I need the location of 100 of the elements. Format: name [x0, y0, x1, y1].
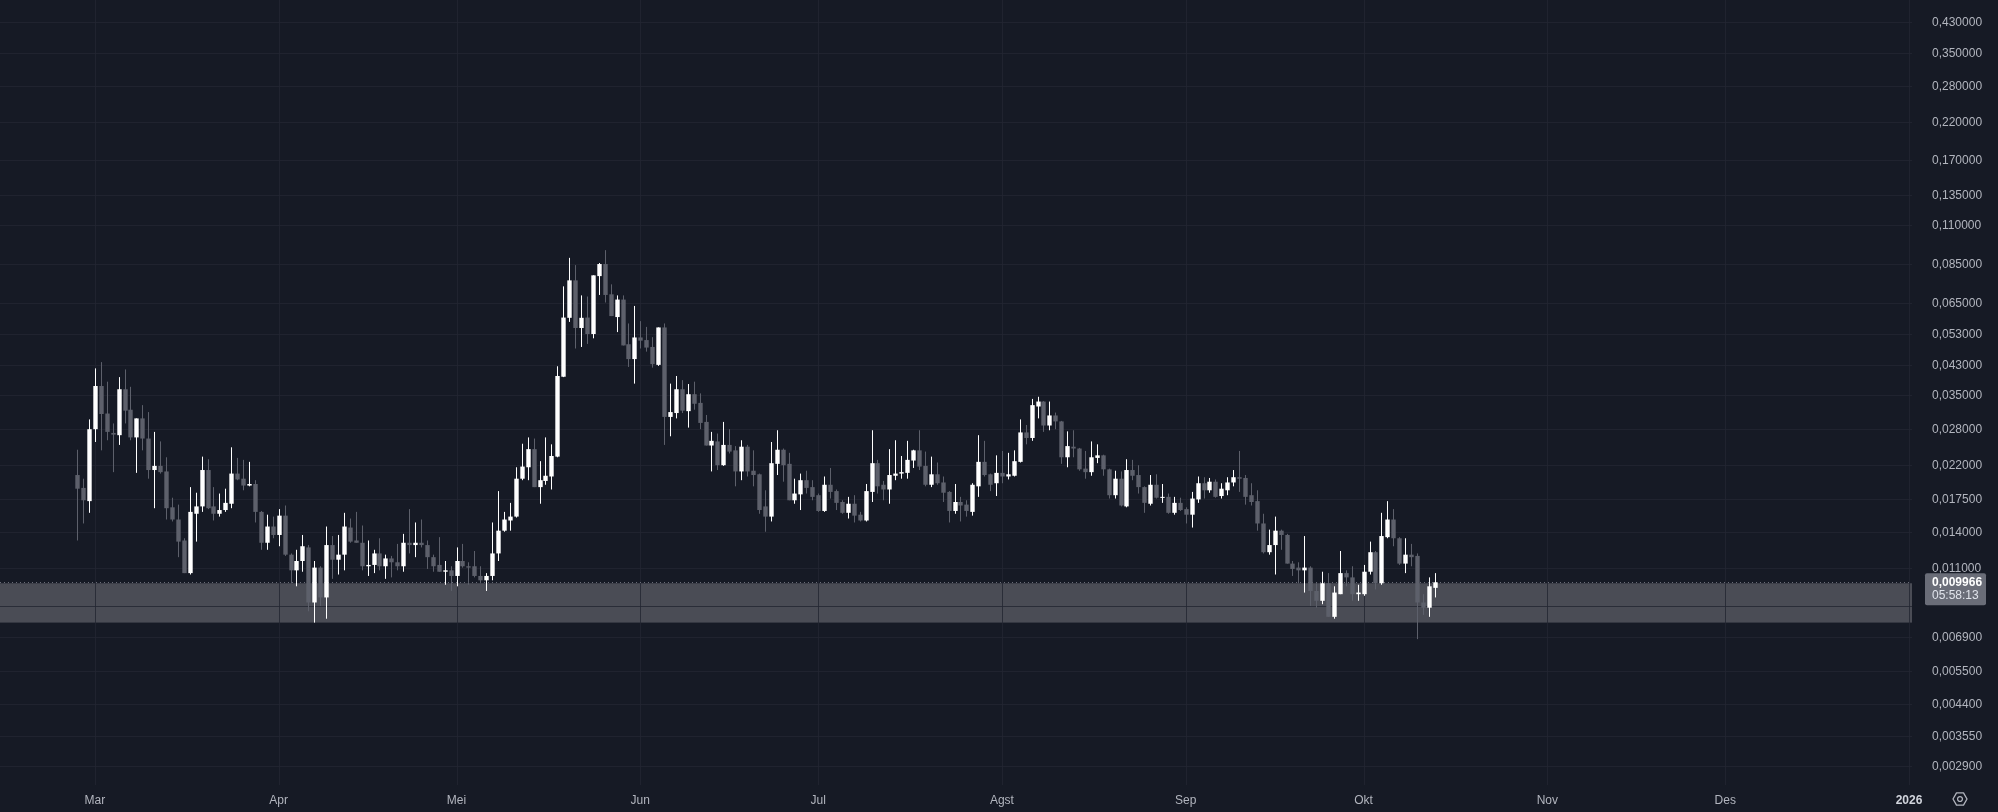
candlestick: [1314, 582, 1319, 609]
candlestick: [1077, 447, 1082, 472]
candlestick: [1403, 537, 1408, 574]
candlestick: [413, 521, 418, 558]
candlestick: [372, 549, 377, 574]
candlestick: [1421, 593, 1426, 616]
x-tick-label: Mar: [84, 793, 106, 807]
candlestick: [953, 483, 958, 515]
candlestick: [395, 543, 400, 571]
x-tick-label: Jun: [630, 793, 650, 807]
candlestick: [1368, 541, 1373, 576]
ref-line-label: 0,009966: [1932, 575, 1983, 590]
y-tick-label: 0,011000: [1932, 560, 1982, 575]
candlestick: [1202, 476, 1207, 500]
candlestick: [425, 539, 430, 570]
candlestick: [235, 457, 240, 481]
x-tick-label: Des: [1714, 793, 1736, 807]
candlestick: [1166, 493, 1171, 515]
y-tick-label: 0,053000: [1932, 326, 1983, 341]
y-tick-label: 0,350000: [1932, 46, 1983, 61]
candlestick: [443, 560, 448, 586]
candlestick: [1148, 474, 1153, 507]
candlestick: [1000, 450, 1005, 484]
candlestick: [1160, 483, 1165, 504]
candlestick: [460, 543, 465, 569]
y-tick-label: 0,135000: [1932, 187, 1983, 202]
x-tick-label: 2026: [1895, 793, 1923, 807]
candlestick: [271, 516, 276, 539]
candlestick: [300, 534, 305, 573]
x-tick-label: Sep: [1175, 793, 1197, 807]
candlestick: [1065, 430, 1070, 468]
x-tick-label: Mei: [446, 793, 467, 807]
candlestick: [490, 521, 495, 581]
y-tick-label: 0,028000: [1932, 421, 1983, 436]
candlestick: [1196, 475, 1201, 504]
candlestick: [715, 433, 720, 471]
candlestick: [401, 533, 406, 573]
candlestick: [1213, 478, 1218, 499]
candlestick: [241, 459, 246, 491]
candlestick: [520, 443, 525, 481]
candlestick: [526, 436, 531, 481]
y-tick-label: 0,006900: [1932, 629, 1983, 644]
x-tick-label: Jul: [810, 793, 826, 807]
y-tick-label: 0,280000: [1932, 79, 1983, 94]
candlestick: [1154, 473, 1159, 500]
candlestick: [792, 478, 797, 505]
candlestick: [1142, 485, 1147, 514]
candlestick: [105, 381, 110, 441]
y-tick-label: 0,005500: [1932, 663, 1983, 678]
candlestick: [709, 431, 714, 472]
candlestick: [1267, 529, 1272, 556]
candlestick: [336, 534, 341, 576]
candlestick: [360, 525, 365, 571]
candlestick: [1024, 424, 1029, 445]
y-tick-label: 0,085000: [1932, 256, 1983, 271]
x-tick-label: Agst: [989, 793, 1015, 807]
candlestick: [721, 421, 726, 467]
candlestick: [1071, 429, 1076, 458]
candlestick: [134, 417, 139, 474]
y-tick-label: 0,022000: [1932, 457, 1983, 472]
candlestick: [496, 490, 501, 562]
candlestick: [330, 535, 335, 580]
candlestick: [377, 537, 382, 571]
candlestick: [1308, 565, 1313, 607]
y-tick-label: 0,430000: [1932, 15, 1983, 30]
candlestick: [846, 496, 851, 520]
candlestick: [1273, 516, 1278, 576]
candlestick: [407, 508, 412, 554]
y-tick-label: 0,002900: [1932, 758, 1983, 773]
candlestick: [294, 549, 299, 587]
candlestick: [1190, 491, 1195, 529]
candlestick: [1350, 565, 1355, 602]
text: 05:58:13: [1932, 588, 1980, 603]
candlestick: [419, 519, 424, 548]
candlestick: [680, 379, 685, 414]
y-tick-label: 0,017500: [1932, 491, 1983, 506]
candlestick: [217, 493, 222, 518]
candlestick: [798, 473, 803, 511]
y-tick-label: 0,170000: [1932, 153, 1983, 168]
candlestick: [502, 511, 507, 533]
candlestick: [579, 294, 584, 348]
candlestick: [140, 404, 145, 451]
candlestick: [929, 456, 934, 488]
candlestick: [152, 431, 157, 509]
y-tick-label: 0,004400: [1932, 696, 1983, 711]
x-tick-label: Apr: [269, 793, 288, 807]
candlestick: [455, 546, 460, 587]
candlestick: [1279, 529, 1284, 551]
candlestick: [615, 294, 620, 333]
candlestick: [1320, 571, 1325, 605]
y-tick-label: 0,035000: [1932, 388, 1983, 403]
candlestick: [1391, 508, 1396, 547]
x-tick-label: Okt: [1354, 793, 1374, 807]
candlestick: [383, 554, 388, 580]
y-tick-label: 0,014000: [1932, 524, 1983, 539]
candlestick: [111, 422, 116, 473]
candlestick: [389, 555, 394, 578]
y-tick-label: 0,110000: [1932, 218, 1982, 233]
candlestick: [632, 305, 637, 385]
candlestick: [686, 383, 691, 429]
